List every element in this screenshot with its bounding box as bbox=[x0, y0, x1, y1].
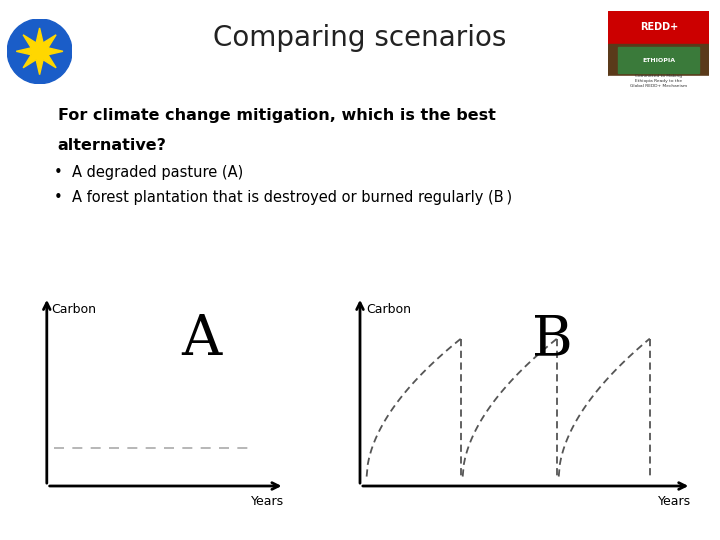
Text: Comparing scenarios: Comparing scenarios bbox=[213, 24, 507, 52]
Text: ETHIOPIA: ETHIOPIA bbox=[642, 58, 675, 63]
Bar bbox=[608, 76, 709, 97]
Text: Years: Years bbox=[251, 496, 284, 509]
Text: A: A bbox=[181, 312, 221, 367]
Text: Carbon: Carbon bbox=[366, 302, 412, 316]
Text: Years: Years bbox=[658, 496, 691, 509]
Text: Committed to Making
Ethiopia Ready to the
Global REDD+ Mechanism: Committed to Making Ethiopia Ready to th… bbox=[630, 74, 688, 87]
Bar bbox=[608, 44, 709, 76]
Text: B: B bbox=[532, 312, 572, 367]
Text: REDD+: REDD+ bbox=[639, 22, 678, 32]
Text: Carbon: Carbon bbox=[52, 302, 96, 316]
Bar bbox=[608, 11, 709, 44]
Text: For climate change mitigation, which is the best: For climate change mitigation, which is … bbox=[58, 108, 495, 123]
Circle shape bbox=[7, 19, 72, 84]
Text: •  A forest plantation that is destroyed or burned regularly (B ): • A forest plantation that is destroyed … bbox=[54, 190, 512, 205]
Text: alternative?: alternative? bbox=[58, 138, 166, 153]
Text: •  A degraded pasture (A): • A degraded pasture (A) bbox=[54, 165, 243, 180]
Bar bbox=[618, 47, 699, 73]
Polygon shape bbox=[17, 28, 63, 75]
